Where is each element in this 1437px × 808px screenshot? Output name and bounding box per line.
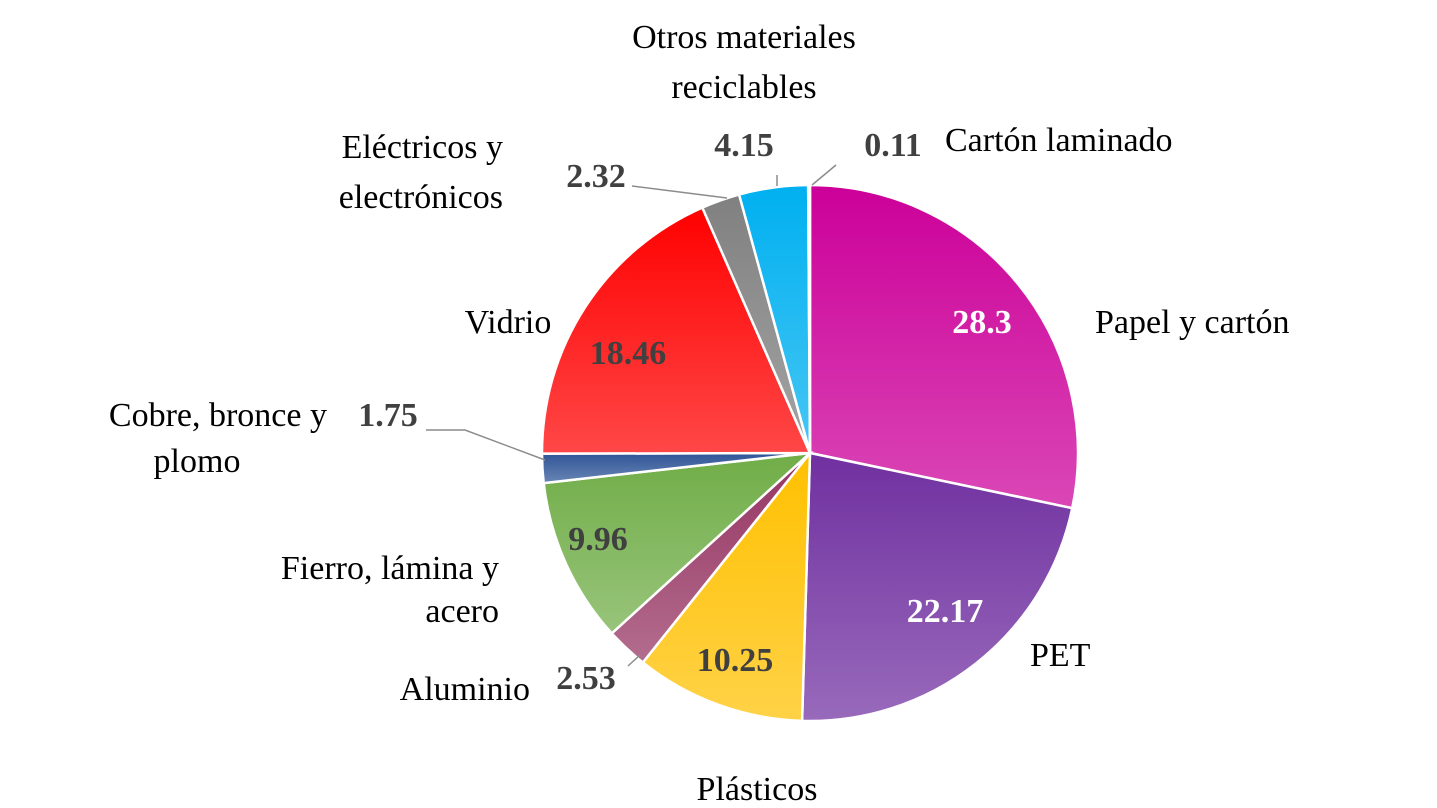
- value-label-cobre-bronce-y-plomo: 1.75: [358, 397, 418, 434]
- value-label-papel-y-carton: 28.3: [952, 304, 1012, 341]
- pie-slice-vidrio: [540, 205, 812, 455]
- category-label-fierro-lamina-y-acero-line-2: acero: [425, 593, 499, 630]
- leader-lines: [426, 164, 837, 667]
- category-label-otros-materiales-reciclables-line-1: Otros materiales: [632, 19, 856, 56]
- category-label-vidrio: Vidrio: [465, 304, 552, 341]
- category-label-carton-laminado: Cartón laminado: [945, 122, 1173, 159]
- leader-line-aluminio: [627, 654, 641, 667]
- value-label-vidrio: 18.46: [590, 335, 667, 372]
- pie-slice-pet: [800, 451, 1074, 723]
- pie-slice-plasticos: [641, 449, 812, 723]
- value-label-electricos-y-electronicos: 2.32: [566, 158, 626, 195]
- category-label-otros-materiales-reciclables-line-2: reciclables: [671, 69, 816, 106]
- leader-line-electricos-y-electronicos: [631, 185, 728, 199]
- category-label-papel-y-carton: Papel y cartón: [1095, 304, 1290, 341]
- value-label-carton-laminado: 0.11: [864, 127, 922, 164]
- category-label-pet: PET: [1030, 637, 1091, 674]
- pie-slice-fierro-lamina-y-acero: [542, 451, 814, 636]
- value-label-plasticos: 10.25: [697, 642, 774, 679]
- value-label-pet: 22.17: [907, 593, 984, 630]
- value-label-otros-materiales-reciclables: 4.15: [714, 127, 774, 164]
- value-label-fierro-lamina-y-acero: 9.96: [568, 521, 628, 558]
- category-label-electricos-y-electronicos-line-2: electrónicos: [339, 179, 503, 216]
- leader-line-cobre-bronce-y-plomo: [426, 429, 546, 461]
- pie-slices: [540, 183, 1080, 723]
- value-label-aluminio: 2.53: [556, 660, 616, 697]
- pie-slice-papel-y-carton: [808, 183, 1080, 510]
- category-label-cobre-bronce-y-plomo-line-1: Cobre, bronce y: [109, 397, 327, 434]
- category-label-plasticos: Plásticos: [697, 771, 818, 808]
- category-label-electricos-y-electronicos-line-1: Eléctricos y: [342, 129, 503, 166]
- category-label-aluminio: Aluminio: [400, 671, 530, 708]
- pie-labels: 28.3 Papel y cartón 22.17 PET 10.25 Plásticos…: [109, 19, 1290, 808]
- leader-line-carton-laminado: [811, 164, 837, 186]
- category-label-cobre-bronce-y-plomo-line-2: plomo: [154, 443, 241, 480]
- category-label-fierro-lamina-y-acero-line-1: Fierro, lámina y: [281, 550, 499, 587]
- pie-slice-carton-laminado: [806, 183, 812, 454]
